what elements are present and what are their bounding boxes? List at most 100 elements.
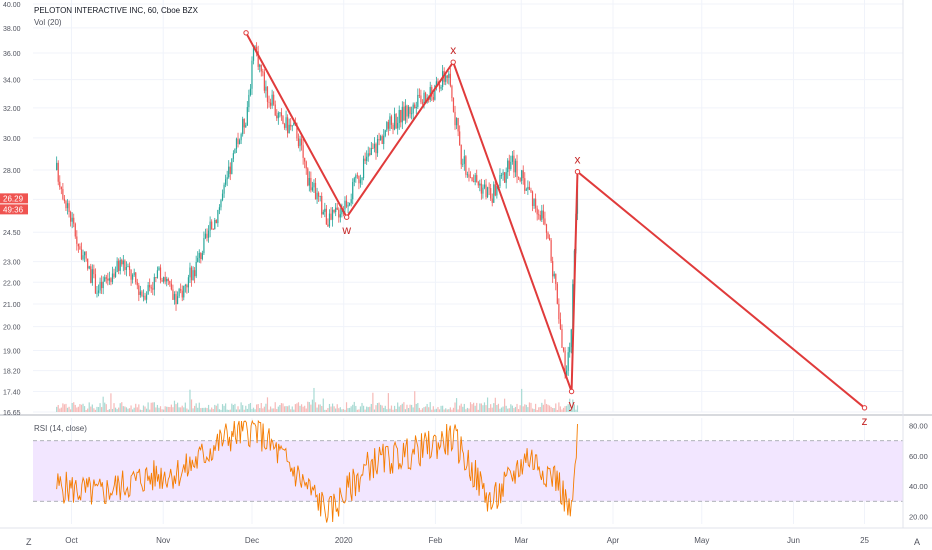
auto-scale-button[interactable]: A xyxy=(914,537,921,547)
candle-body xyxy=(147,285,149,295)
candle-body xyxy=(201,253,203,260)
candle-body xyxy=(553,273,555,277)
volume-legend[interactable]: Vol (20) xyxy=(34,18,62,27)
volume-bar xyxy=(395,408,397,412)
volume-bar xyxy=(63,404,66,412)
candle-body xyxy=(471,177,473,182)
candle-body xyxy=(259,64,261,67)
volume-bar xyxy=(136,407,138,412)
candle-body xyxy=(223,184,225,194)
volume-bar xyxy=(389,408,391,412)
candle-body xyxy=(163,277,165,282)
volume-bar xyxy=(376,402,379,412)
candle-body xyxy=(556,283,558,304)
volume-bar xyxy=(462,406,464,412)
volume-bar xyxy=(434,409,436,412)
price-tick-label: 36.00 xyxy=(3,51,21,58)
volume-bar xyxy=(510,404,512,412)
volume-bar xyxy=(479,403,481,412)
candle-body xyxy=(564,350,566,376)
candle-body xyxy=(536,208,538,215)
volume-bar xyxy=(455,398,458,412)
price-tick-label: 16.65 xyxy=(3,410,21,417)
candle-body xyxy=(252,48,255,61)
candle-body xyxy=(155,277,157,278)
candle-body xyxy=(344,200,346,210)
wave-label-x: x xyxy=(574,153,580,167)
volume-bar xyxy=(212,409,214,412)
candle-body xyxy=(111,273,114,282)
volume-bar xyxy=(229,409,231,412)
volume-bar xyxy=(451,409,453,412)
rsi-legend[interactable]: RSI (14, close) xyxy=(34,424,87,433)
volume-bar xyxy=(271,408,273,412)
volume-bar xyxy=(338,408,340,412)
candle-body xyxy=(324,208,326,212)
volume-bar xyxy=(266,397,269,412)
candle-body xyxy=(362,158,365,178)
candle-body xyxy=(355,175,357,179)
candle-body xyxy=(288,124,290,134)
volume-bar xyxy=(228,409,230,412)
candle-body xyxy=(479,183,481,186)
volume-bar xyxy=(428,407,430,412)
volume-bar xyxy=(369,406,371,412)
candle-body xyxy=(490,188,492,199)
candle-body xyxy=(88,266,90,269)
volume-bar xyxy=(192,408,194,412)
price-tick-label: 19.00 xyxy=(3,349,21,356)
rsi-panel[interactable] xyxy=(33,419,903,523)
candle-body xyxy=(525,189,527,191)
price-tick-label: 24.50 xyxy=(3,230,21,237)
candle-body xyxy=(209,221,211,231)
candle-body xyxy=(167,278,169,282)
volume-bar xyxy=(380,404,382,412)
volume-bar xyxy=(183,407,185,412)
z-toggle-button[interactable]: Z xyxy=(26,537,32,547)
volume-bar xyxy=(372,392,374,412)
countdown-badge xyxy=(0,204,28,215)
volume-bar xyxy=(500,407,503,412)
volume-bar xyxy=(452,407,455,412)
volume-bar xyxy=(282,403,284,412)
candle-body xyxy=(135,272,137,283)
candle-body xyxy=(150,287,152,289)
volume-bars xyxy=(56,387,579,412)
candle-body xyxy=(132,274,134,280)
volume-bar xyxy=(231,403,233,412)
volume-bar xyxy=(437,407,439,412)
wave-count[interactable]: w x y x z xyxy=(243,30,868,428)
candle-body xyxy=(544,218,546,225)
volume-bar xyxy=(299,405,301,412)
candle-body xyxy=(297,138,300,147)
volume-bar xyxy=(217,403,219,412)
wave-point xyxy=(574,168,581,175)
volume-bar xyxy=(313,387,315,412)
volume-bar xyxy=(161,409,163,412)
candle-body xyxy=(468,174,470,178)
candle-body xyxy=(511,155,513,162)
volume-bar xyxy=(375,405,377,412)
candle-body xyxy=(262,71,264,73)
volume-bar xyxy=(110,393,112,412)
candle-body xyxy=(105,277,107,279)
volume-bar xyxy=(336,404,338,412)
volume-bar xyxy=(101,407,103,412)
volume-bar xyxy=(116,409,118,412)
candle-body xyxy=(459,131,461,145)
candle-body xyxy=(404,105,407,121)
volume-bar xyxy=(445,408,447,412)
candle-body xyxy=(251,60,253,89)
volume-bar xyxy=(358,409,360,412)
time-tick-label: Oct xyxy=(65,536,78,545)
volume-bar xyxy=(352,404,354,412)
candle-body xyxy=(407,106,410,117)
candle-body xyxy=(82,255,84,260)
volume-bar xyxy=(454,402,456,412)
volume-bar xyxy=(135,403,137,412)
price-tick-label: 40.00 xyxy=(3,2,21,9)
symbol-legend[interactable]: PELOTON INTERACTIVE INC, 60, Cboe BZX xyxy=(34,6,198,15)
candle-body xyxy=(141,291,143,296)
